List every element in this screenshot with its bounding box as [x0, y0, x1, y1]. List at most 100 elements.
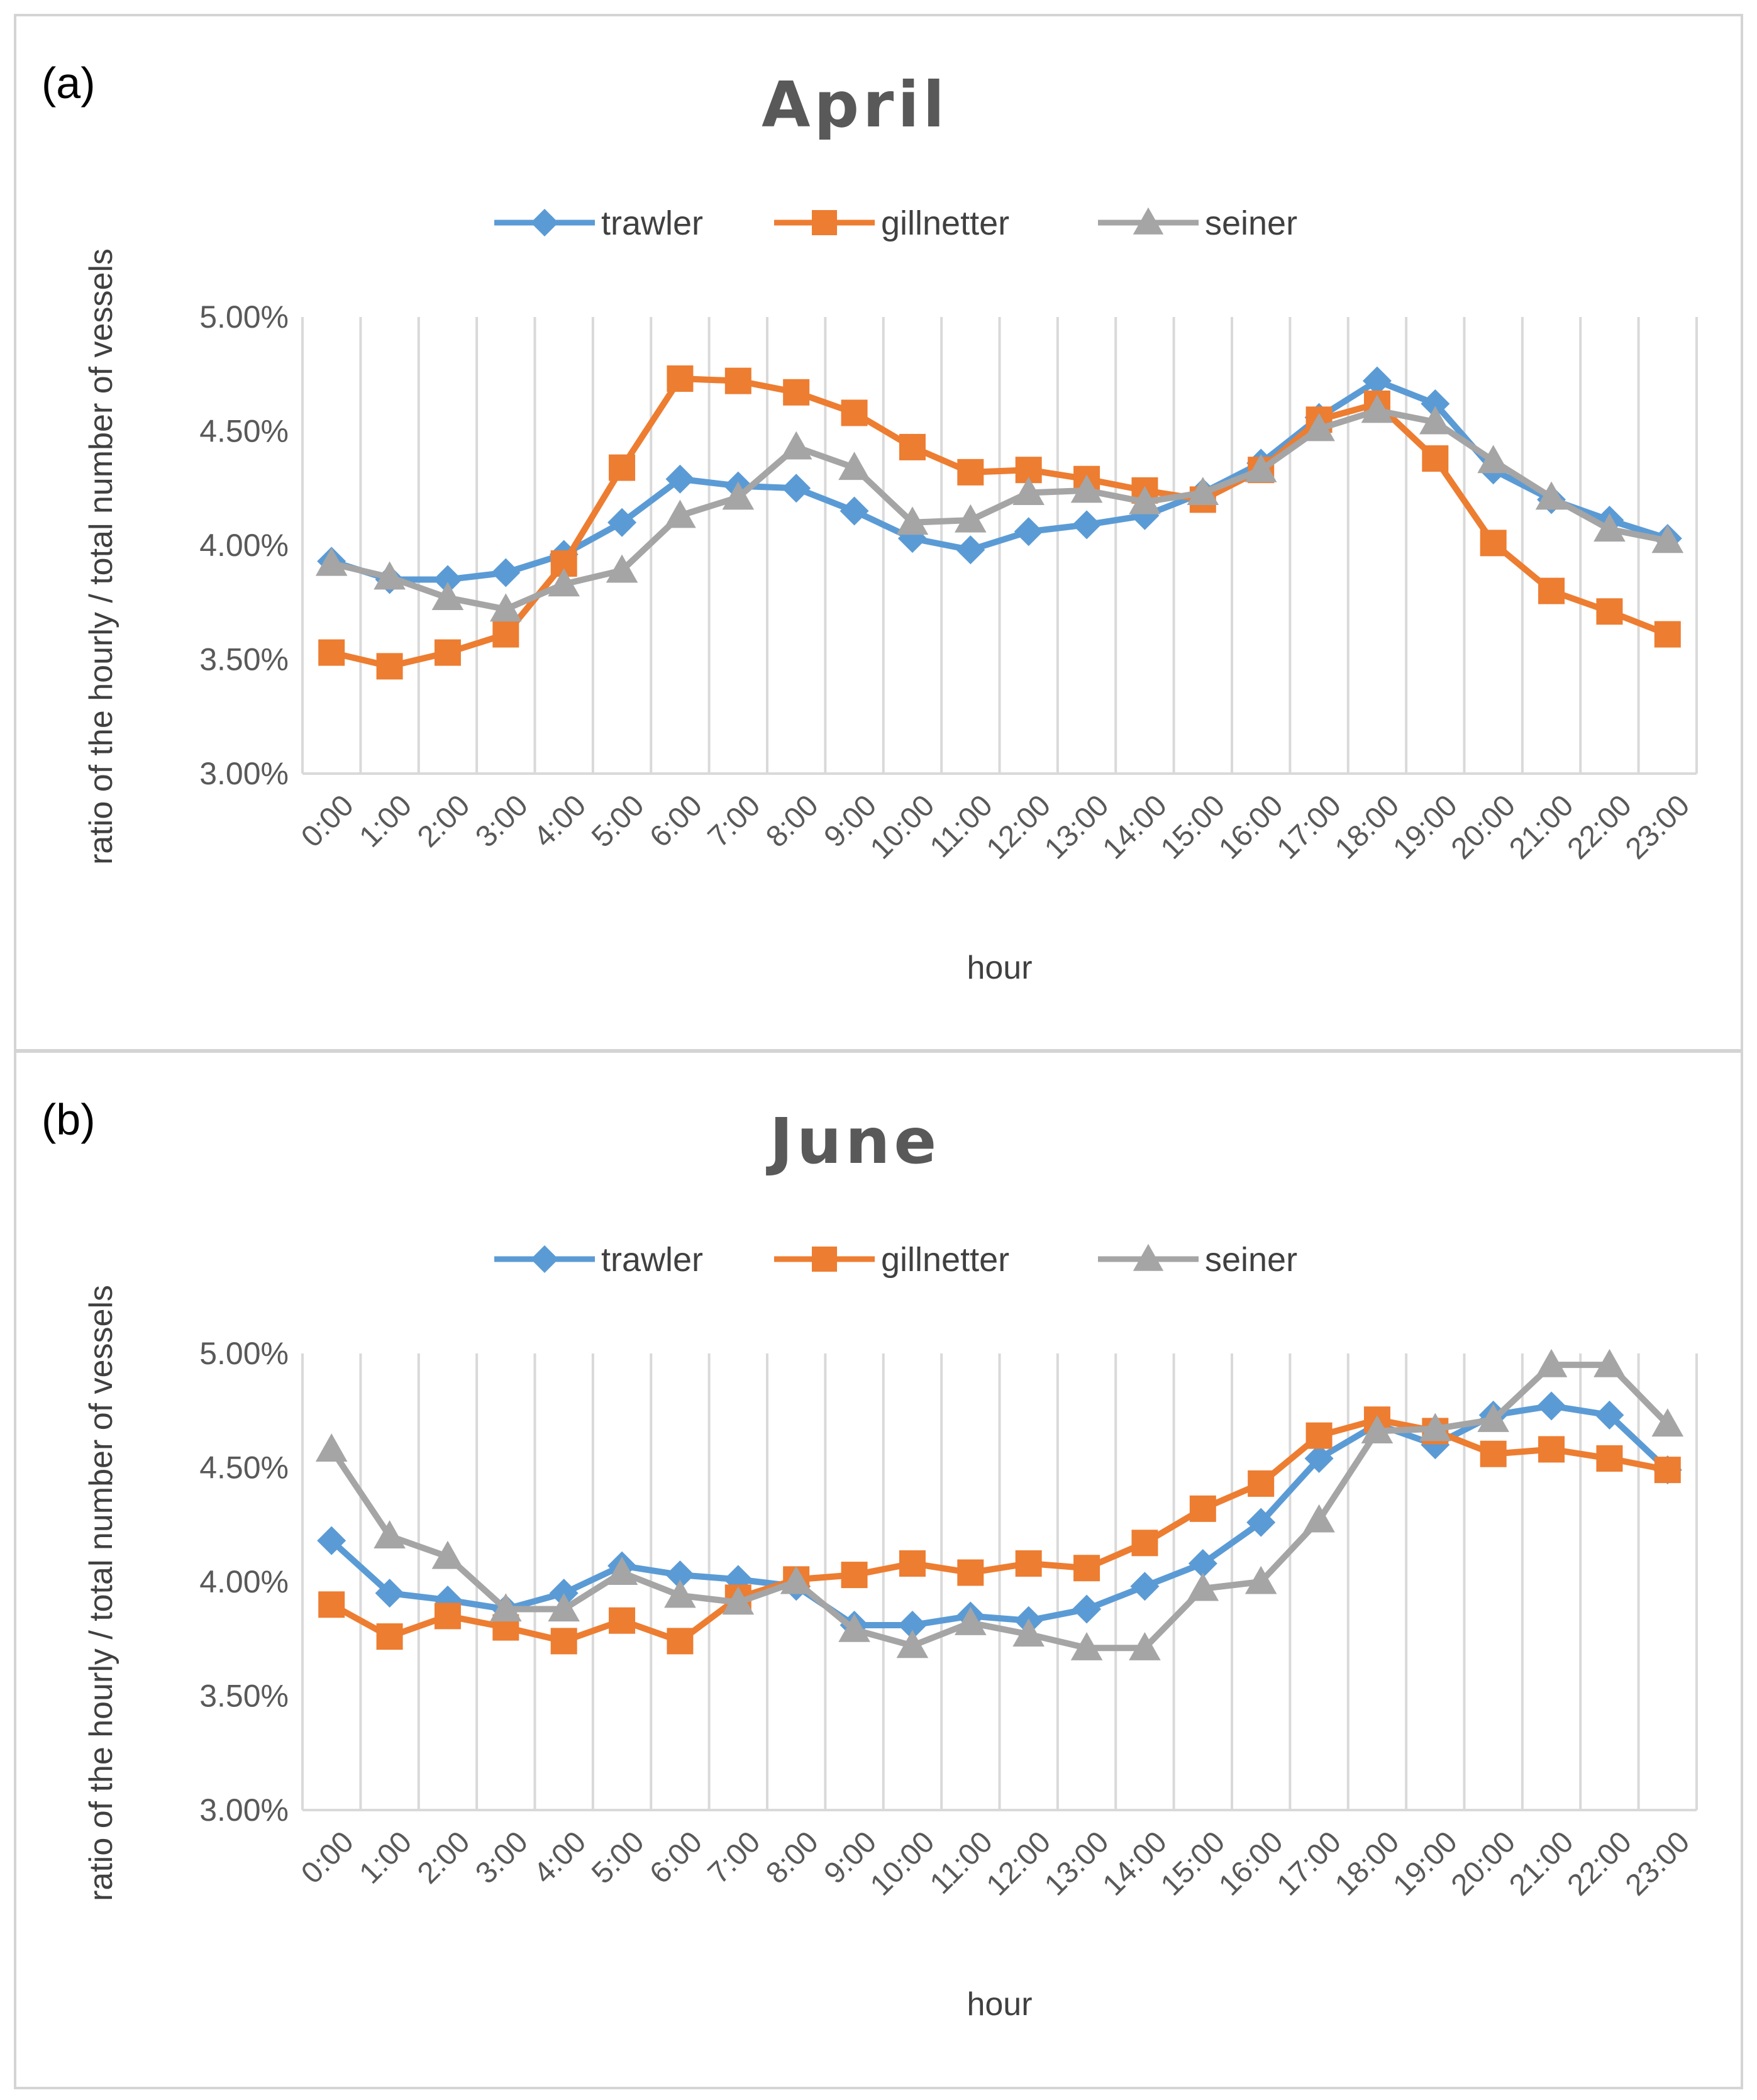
data-point-trawler	[665, 464, 695, 494]
x-tick-label: 6:00	[643, 789, 709, 854]
data-point-seiner	[1535, 481, 1568, 510]
data-point-gillnetter	[1538, 577, 1565, 604]
data-point-seiner	[1535, 1348, 1568, 1377]
data-point-seiner	[1012, 477, 1045, 506]
y-tick-label: 4.50%	[199, 1450, 289, 1486]
x-tick-label: 23:00	[1619, 789, 1696, 865]
x-tick-label: 12:00	[980, 789, 1057, 865]
data-point-trawler	[433, 1586, 462, 1615]
data-point-gillnetter	[783, 379, 810, 406]
chart-panel-april: (a) April 3.00% 3.50% 4.00% 4.50% 5.00% 0:00 1:0…	[14, 14, 1743, 1052]
data-point-seiner	[896, 1630, 929, 1658]
data-point-seiner	[1187, 477, 1219, 506]
x-tick-label: 13:00	[1038, 789, 1115, 865]
data-point-gillnetter	[1422, 445, 1449, 472]
data-point-seiner	[606, 1557, 638, 1586]
chart-title: April	[762, 68, 948, 142]
data-point-seiner	[955, 504, 987, 533]
data-point-seiner	[374, 561, 406, 590]
data-point-seiner	[1187, 1572, 1219, 1601]
data-point-gillnetter	[609, 454, 636, 481]
legend-marker	[812, 210, 837, 235]
x-tick-label: 0:00	[295, 1825, 360, 1891]
x-tick-label: 4:00	[528, 789, 593, 854]
data-point-seiner	[722, 1586, 755, 1615]
x-tick-label: 3:00	[469, 1825, 535, 1891]
data-point-trawler	[317, 1526, 346, 1555]
data-point-gillnetter	[492, 621, 519, 648]
legend-label: trawler	[601, 204, 703, 242]
legend-item-gillnetter: gillnetter	[774, 1241, 1009, 1279]
data-point-seiner	[780, 431, 812, 460]
data-point-seiner	[1070, 1631, 1103, 1660]
legend-item-seiner: seiner	[1098, 1241, 1297, 1279]
data-point-trawler	[1188, 1548, 1217, 1578]
data-point-seiner	[1244, 1565, 1277, 1594]
data-point-gillnetter	[1654, 1457, 1681, 1484]
legend-marker	[812, 1247, 837, 1272]
data-point-gillnetter	[841, 1562, 868, 1589]
data-point-seiner	[431, 582, 464, 611]
data-point-trawler	[723, 1565, 753, 1594]
legend-item-trawler: trawler	[494, 204, 703, 242]
data-point-gillnetter	[376, 653, 403, 680]
x-tick-label: 5:00	[585, 789, 651, 854]
data-point-trawler	[956, 535, 985, 565]
y-tick-label: 3.50%	[199, 642, 289, 677]
y-tick-label: 4.50%	[199, 414, 289, 449]
data-point-trawler	[375, 1579, 404, 1608]
x-tick-label: 12:00	[980, 1825, 1057, 1902]
x-axis-title: hour	[967, 950, 1032, 986]
data-point-seiner	[1303, 1504, 1335, 1533]
data-point-gillnetter	[550, 1628, 577, 1655]
data-point-gillnetter	[1538, 1436, 1565, 1463]
data-point-gillnetter	[609, 1607, 636, 1634]
data-point-gillnetter	[724, 367, 751, 394]
x-tick-label: 22:00	[1561, 1825, 1638, 1902]
data-point-seiner	[315, 547, 348, 576]
x-tick-label: 7:00	[702, 789, 767, 854]
x-tick-label: 2:00	[411, 1825, 477, 1891]
y-tick-label: 3.00%	[199, 756, 289, 791]
june-chart: (b) June 3.00% 3.50% 4.00% 4.50% 5.00% 0:001:00…	[42, 1095, 1698, 2023]
data-point-seiner	[722, 481, 755, 510]
data-point-seiner	[431, 1540, 464, 1569]
chart-panel-june: (b) June 3.00% 3.50% 4.00% 4.50% 5.00% 0:00 1:00…	[14, 1050, 1743, 2089]
data-point-trawler	[1130, 1572, 1160, 1601]
data-point-gillnetter	[1596, 1445, 1623, 1472]
data-point-seiner	[1361, 394, 1394, 423]
legend-item-seiner: seiner	[1098, 204, 1297, 242]
x-tick-label: 2:00	[411, 789, 477, 854]
legend-label: trawler	[601, 1241, 703, 1279]
data-point-trawler	[1072, 510, 1102, 540]
x-tick-label: 16:00	[1212, 789, 1289, 865]
data-point-gillnetter	[318, 1591, 345, 1618]
data-point-seiner	[1477, 445, 1509, 474]
data-point-seiner	[838, 452, 870, 481]
data-point-seiner	[315, 1433, 348, 1462]
series-line-seiner	[329, 1362, 1670, 1652]
data-point-gillnetter	[1305, 1422, 1333, 1449]
y-tick-label: 4.00%	[199, 1564, 289, 1599]
y-tick-label: 4.00%	[199, 528, 289, 563]
data-point-seiner	[838, 1613, 870, 1642]
data-point-trawler	[782, 474, 811, 503]
data-point-gillnetter	[899, 1550, 926, 1577]
data-point-seiner	[780, 1565, 812, 1594]
x-tick-label: 15:00	[1155, 1825, 1231, 1902]
data-point-trawler	[1304, 1443, 1334, 1473]
x-tick-label: 5:00	[585, 1825, 651, 1891]
panel-label: (b)	[42, 1095, 96, 1144]
data-point-gillnetter	[1596, 598, 1623, 625]
x-tick-label: 10:00	[864, 1825, 941, 1902]
x-tick-label: 7:00	[702, 1825, 767, 1891]
x-tick-label: 8:00	[760, 789, 825, 854]
data-point-trawler	[433, 565, 462, 594]
data-point-seiner	[664, 1579, 696, 1608]
chart-title: June	[766, 1104, 940, 1178]
x-tick-label: 1:00	[353, 789, 419, 854]
data-point-gillnetter	[1480, 530, 1507, 557]
data-point-trawler	[665, 1560, 695, 1590]
data-point-gillnetter	[318, 639, 345, 666]
data-point-seiner	[1361, 1415, 1394, 1443]
